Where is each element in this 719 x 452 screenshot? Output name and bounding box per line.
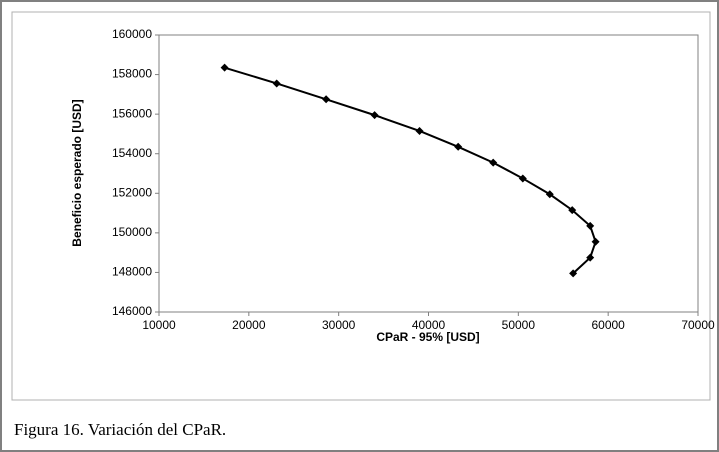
y-tick-label: 158000 [112, 67, 152, 81]
marker [370, 111, 379, 120]
marker [272, 79, 281, 88]
y-axis-label: Beneficio esperado [USD] [70, 99, 84, 246]
marker [568, 206, 577, 215]
x-tick-label: 30000 [322, 318, 356, 332]
y-tick-label: 152000 [112, 185, 152, 199]
marker [586, 221, 595, 230]
y-tick-label: 156000 [112, 106, 152, 120]
caption: Figura 16. Variación del CPaR. [14, 420, 226, 439]
marker [569, 269, 578, 278]
marker [220, 63, 229, 72]
x-tick-label: 20000 [232, 318, 266, 332]
x-axis-label: CPaR - 95% [USD] [376, 330, 479, 344]
x-tick-label: 10000 [142, 318, 176, 332]
y-tick-label: 150000 [112, 225, 152, 239]
x-tick-label: 70000 [681, 318, 715, 332]
y-tick-label: 154000 [112, 146, 152, 160]
y-tick-label: 148000 [112, 265, 152, 279]
y-tick-label: 146000 [112, 304, 152, 318]
marker [518, 174, 527, 183]
y-tick-label: 160000 [112, 27, 152, 41]
x-tick-label: 40000 [412, 318, 446, 332]
marker [545, 190, 554, 199]
x-tick-label: 50000 [502, 318, 536, 332]
x-tick-label: 60000 [591, 318, 625, 332]
marker [322, 95, 331, 104]
marker [591, 237, 600, 246]
marker [415, 126, 424, 135]
marker [454, 142, 463, 151]
chart-frame [11, 11, 711, 401]
marker [489, 158, 498, 167]
marker [586, 253, 595, 262]
